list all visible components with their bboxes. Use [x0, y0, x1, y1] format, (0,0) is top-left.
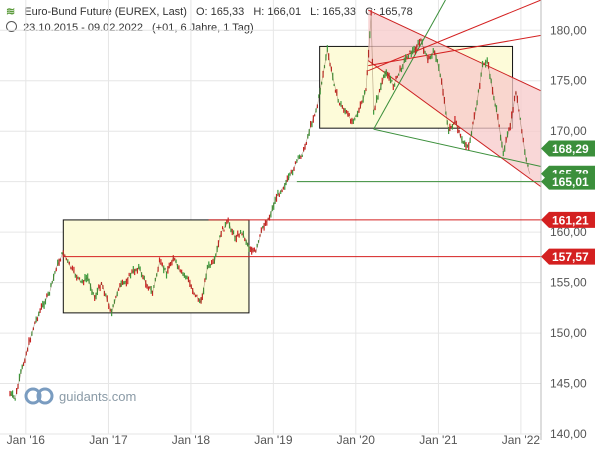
- fan-line: [368, 0, 542, 72]
- fan-line: [368, 34, 542, 67]
- fan-lines: [368, 0, 542, 168]
- y-tick-label: 170,00: [550, 124, 587, 138]
- logo-icon: [24, 387, 42, 405]
- period-info: (+01, 6 Jahre, 1 Tag): [152, 22, 254, 34]
- fan-line: [373, 0, 446, 130]
- y-tick-label: 180,00: [550, 23, 587, 37]
- date-range: 23.10.2015 - 09.02.2022: [23, 22, 143, 34]
- y-tick-label: 140,00: [550, 427, 587, 441]
- y-tick-label: 155,00: [550, 276, 587, 290]
- fan-line: [373, 128, 542, 168]
- x-tick-label: Jan '18: [172, 433, 211, 447]
- y-axis: 140,00145,00150,00155,00160,00165,00170,…: [540, 0, 587, 441]
- x-axis: Jan '16 Jan '17 Jan '18 Jan '19 Jan '20 Jan '…: [7, 433, 541, 447]
- price-series: [9, 9, 530, 401]
- price-tag: [541, 248, 595, 265]
- price-tag-label: 157,57: [552, 250, 589, 264]
- x-tick-label: Jan '21: [419, 433, 458, 447]
- high-value: H: 166,01: [253, 6, 302, 18]
- x-tick-label: Jan '17: [89, 433, 128, 447]
- guidants-logo: guidants.com: [24, 387, 136, 405]
- instrument-title: Euro-Bund Future (EUREX, Last): [24, 6, 187, 18]
- price-tag-label: 168,29: [552, 142, 589, 156]
- price-tag-label: 165,01: [552, 175, 589, 189]
- price-tag-label: 161,21: [552, 213, 589, 227]
- chart-header-line2: 23.10.2015 - 09.02.2022 (+01, 6 Jahre, 1…: [6, 21, 260, 34]
- y-tick-label: 175,00: [550, 74, 587, 88]
- y-tick-label: 160,00: [550, 225, 587, 239]
- chart-icon: ≋: [6, 6, 16, 18]
- logo-text: guidants.com: [59, 389, 136, 404]
- price-line: [9, 15, 530, 400]
- price-tag: [541, 173, 595, 190]
- chart-header-line1: ≋ Euro-Bund Future (EUREX, Last) O: 165,…: [6, 5, 419, 18]
- x-tick-label: Jan '16: [7, 433, 46, 447]
- low-value: L: 165,33: [310, 6, 356, 18]
- price-tag: [541, 140, 595, 157]
- x-tick-label: Jan '22: [502, 433, 541, 447]
- channel-lower-line: [367, 60, 542, 188]
- y-tick-label: 145,00: [550, 377, 587, 391]
- logo-icon-2: [36, 387, 54, 405]
- price-tag: [541, 211, 595, 228]
- clock-icon: [6, 21, 17, 32]
- x-tick-label: Jan '20: [337, 433, 376, 447]
- open-value: O: 165,33: [195, 6, 245, 18]
- x-tick-label: Jan '19: [254, 433, 293, 447]
- horizontal-levels: [63, 181, 541, 258]
- y-tick-label: 150,00: [550, 326, 587, 340]
